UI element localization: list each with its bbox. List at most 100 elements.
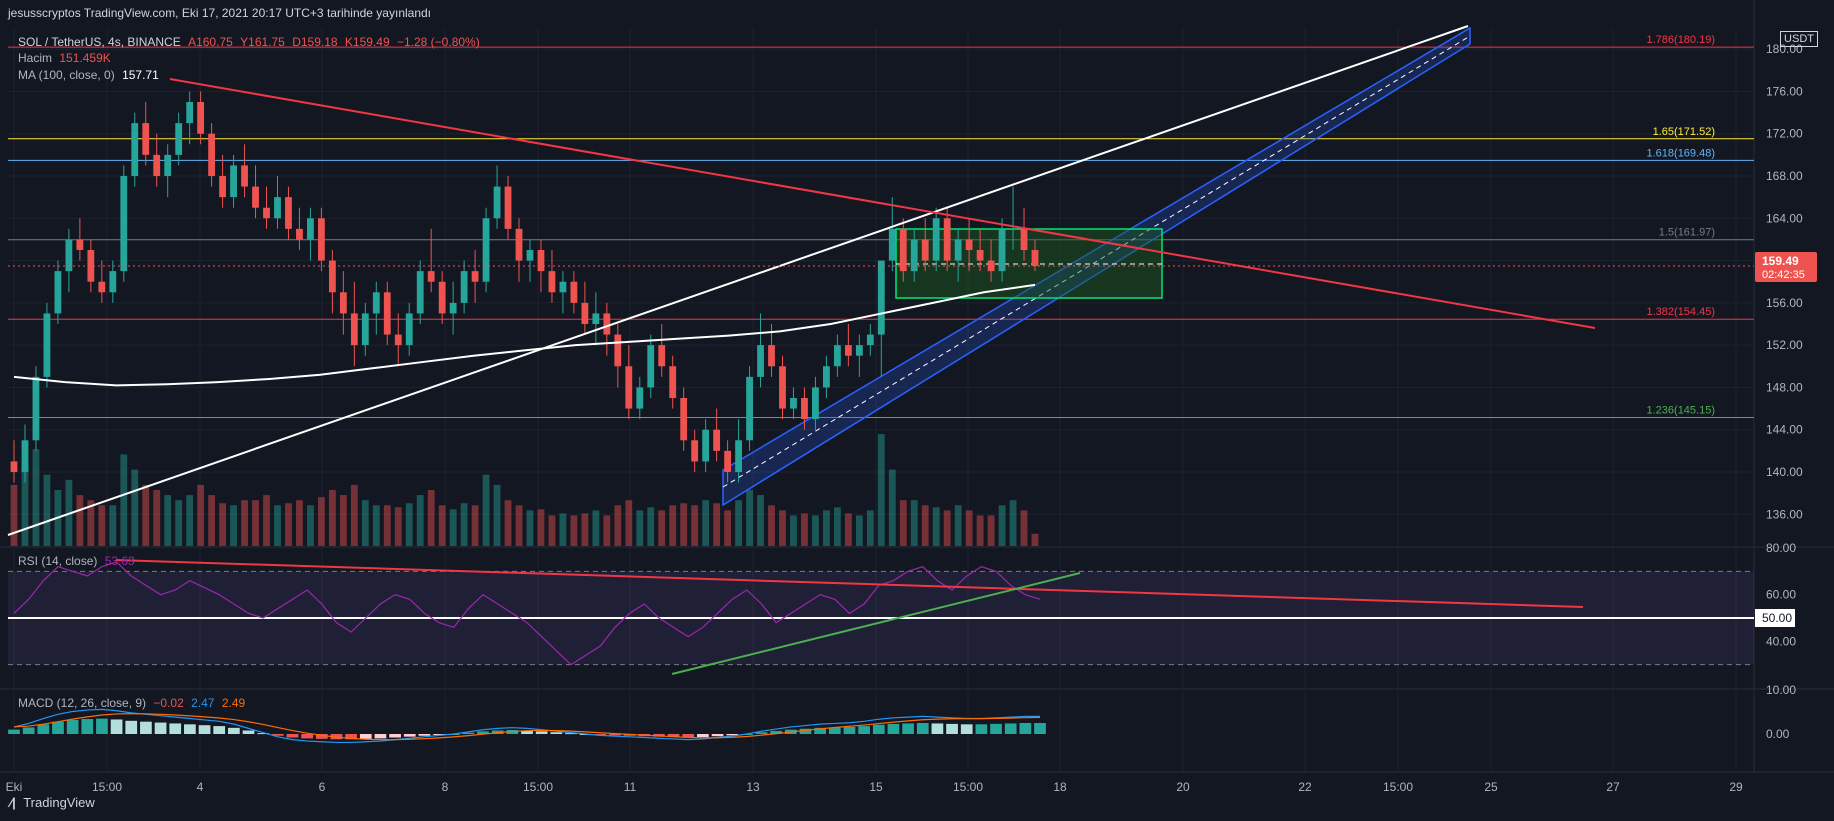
macd-y-tick-label: 0.00 [1766,727,1790,741]
candle-body [32,376,40,441]
candle-body [812,387,819,420]
candle-body [241,165,248,187]
volume-bar [888,469,896,546]
x-tick-label: 25 [1484,780,1498,794]
volume-bar [230,505,237,546]
macd-histogram-bar [609,734,621,736]
rsi-label: RSI (14, close) [18,554,98,568]
candle-body [614,334,622,367]
change-value: −1.28 (−0.80%) [396,35,480,49]
candle-body [296,228,303,240]
macd-histogram-bar [960,724,973,734]
macd-value: −0.02 [153,696,184,710]
volume-bar [790,515,797,546]
volume-bar [372,505,380,546]
y-tick-label: 152.00 [1766,338,1803,352]
volume-bar [801,513,808,546]
candle-body [735,440,742,472]
candle-body [702,429,710,462]
candle-body [317,218,325,261]
macd-histogram-bar [52,721,64,734]
macd-hist-value: 2.49 [221,696,246,710]
candle-body [43,313,51,377]
ma-legend[interactable]: MA (100, close, 0) 157.71 [18,68,159,82]
candle-body [274,197,281,219]
x-tick-label: 15:00 [953,780,983,794]
volume-bar [724,510,732,546]
macd-histogram-bar [271,734,284,736]
x-tick-label: 15 [869,780,883,794]
macd-histogram-bar [858,726,870,734]
symbol-legend[interactable]: SOL / TetherUS, 4s, BINANCE A160.75 Y161… [18,35,480,49]
volume-bar [339,495,347,546]
x-tick-label: 27 [1606,780,1620,794]
tradingview-brand[interactable]: ⁄| TradingView [10,795,95,810]
candle-body [252,186,259,208]
candle-body [603,313,611,335]
macd-legend[interactable]: MACD (12, 26, close, 9) −0.02 2.47 2.49 [18,696,245,710]
candle-body [339,292,347,314]
candle-body [801,398,808,420]
last-price-label: 159.49 [1762,254,1799,268]
x-tick-label: 11 [624,780,637,794]
macd-histogram-bar [931,723,944,734]
macd-histogram-bar [198,725,211,734]
channel-midline [722,35,1471,488]
candle-body [405,313,413,346]
candle-body [98,281,106,293]
x-tick-label: 15:00 [523,780,553,794]
macd-histogram-bar [359,734,372,739]
volume-bar [592,510,600,546]
rsi-legend[interactable]: RSI (14, close) 53.63 [18,554,135,568]
macd-histogram-bar [301,734,314,739]
volume-bar [526,510,534,546]
close-value: K159.49 [344,35,390,49]
macd-histogram-bar [1034,723,1046,734]
fib-level-label: 1.618(169.48) [1647,147,1716,159]
volume-bar [307,505,314,546]
rsi-y-tick-label: 60.00 [1766,588,1796,602]
y-tick-label: 176.00 [1766,84,1803,98]
fib-level-label: 1.65(171.52) [1653,126,1715,138]
y-tick-label: 148.00 [1766,380,1803,394]
candle-body [10,461,18,472]
candle-body [559,281,567,293]
volume-bar [735,500,742,546]
candle-body [263,207,270,219]
candle-body [219,176,226,198]
x-tick-label: 22 [1298,780,1312,794]
volume-bar [603,515,611,546]
macd-signal-value: 2.47 [191,696,215,710]
volume-bar [833,507,841,546]
candle-body [976,250,984,261]
candle-body [746,376,753,441]
volume-bar [438,505,446,546]
candle-body [987,260,995,272]
volume-legend[interactable]: Hacim 151.459K [18,51,111,65]
currency-badge[interactable]: USDT [1780,31,1818,47]
candle-body [307,218,314,240]
volume-bar [844,513,852,546]
ascending-channel [722,26,1471,507]
volume-bar [713,503,721,546]
volume-bar [614,505,622,546]
volume-bar [153,490,161,546]
volume-bar [1031,533,1039,546]
macd-histogram-bar [345,734,357,740]
volume-bar [746,490,753,546]
candle-body [416,271,424,314]
volume-bar [405,503,413,546]
candle-body [438,281,446,314]
volume-bar [877,434,885,546]
candle-body [285,197,292,229]
x-tick-label: 8 [442,780,449,794]
macd-histogram-bar [594,734,607,735]
volume-bar [285,503,292,546]
macd-signal-line [13,713,1041,741]
macd-histogram-bar [828,727,841,734]
volume-bar [855,515,863,546]
macd-histogram-bar [1004,723,1017,734]
x-tick-label: 29 [1729,780,1743,794]
volume-bar [175,500,183,546]
